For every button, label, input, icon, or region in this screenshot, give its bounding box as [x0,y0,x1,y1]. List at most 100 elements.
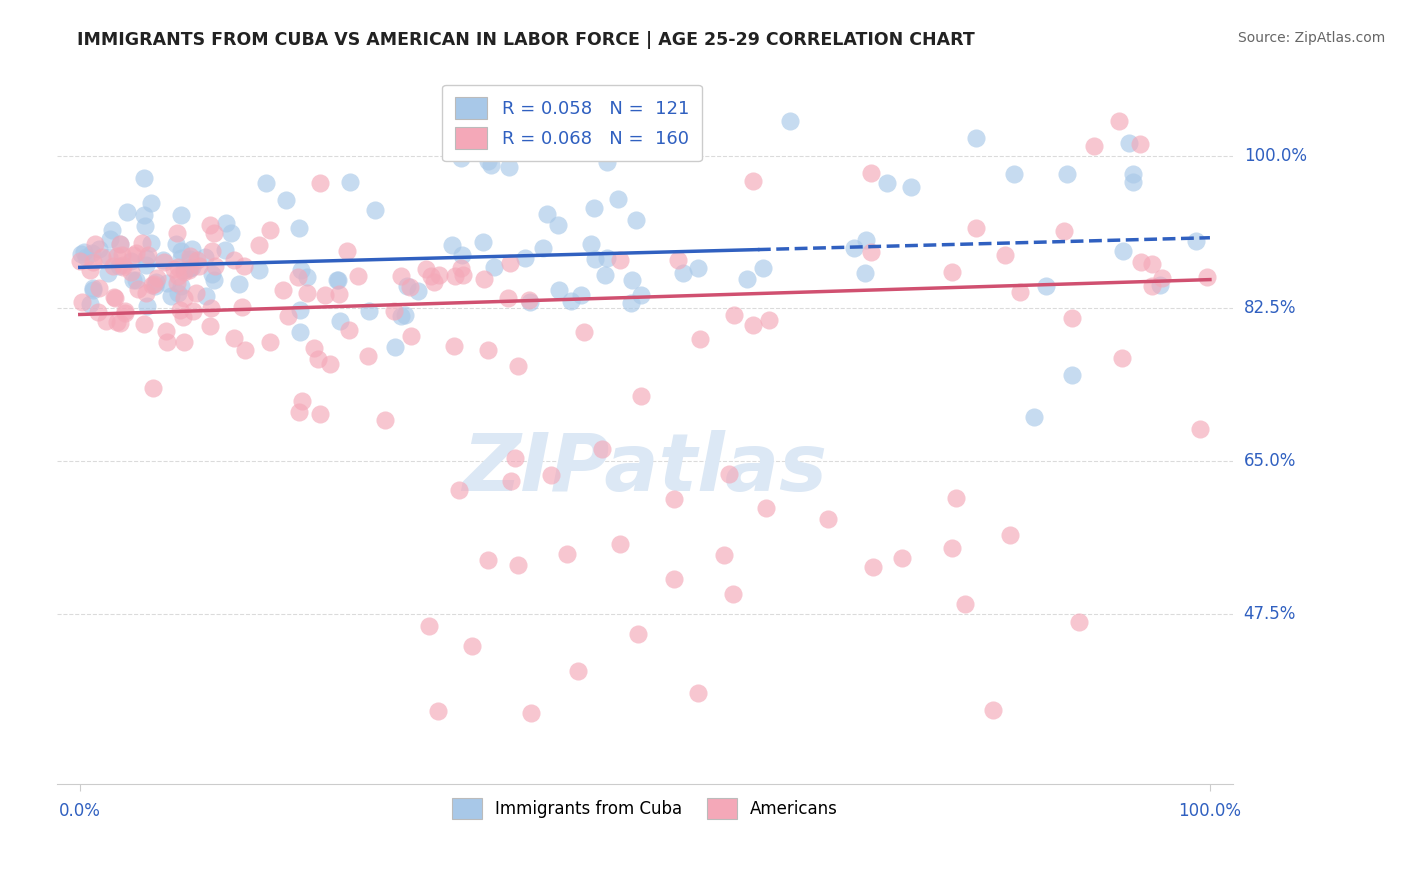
Point [114,306,136,320]
Point [201,268,224,282]
Point [160,289,183,303]
Point [560,294,582,309]
Point [98,231,121,245]
Point [100,223,122,237]
Point [1130,254,1153,268]
Point [122,273,145,287]
Point [1062,311,1084,326]
Point [519,295,541,310]
Point [247,238,270,252]
Point [287,269,309,284]
Point [427,268,450,282]
Point [166,227,188,241]
Point [259,223,281,237]
Point [451,268,474,283]
Point [314,288,336,302]
Point [1149,278,1171,293]
Point [108,316,131,330]
Point [384,303,406,318]
Point [1053,224,1076,238]
Point [179,261,201,276]
Point [215,216,238,230]
Point [335,244,357,258]
Point [222,253,245,268]
Point [186,252,208,267]
Point [141,278,163,293]
Text: 47.5%: 47.5% [1244,605,1296,623]
Point [1002,168,1025,182]
Point [357,349,380,363]
Point [139,235,162,250]
Point [688,261,710,276]
Point [374,413,396,427]
Point [141,196,163,211]
Point [169,303,191,318]
Point [83,237,105,252]
Point [1035,278,1057,293]
Point [204,259,226,273]
Point [184,285,207,300]
Point [179,252,201,266]
Point [471,235,494,249]
Point [607,193,630,207]
Point [97,251,120,265]
Point [274,193,297,207]
Point [498,161,520,175]
Point [945,491,967,505]
Point [181,303,204,318]
Point [82,245,104,260]
Point [134,317,156,331]
Point [427,704,450,718]
Point [1083,138,1105,153]
Point [307,351,329,366]
Point [668,252,690,267]
Point [112,258,135,272]
Point [122,248,145,262]
Text: 100.0%: 100.0% [1244,147,1306,165]
Point [143,278,166,293]
Point [170,251,193,265]
Point [842,241,865,255]
Point [201,244,224,258]
Point [173,291,195,305]
Text: IMMIGRANTS FROM CUBA VS AMERICAN IN LABOR FORCE | AGE 25-29 CORRELATION CHART: IMMIGRANTS FROM CUBA VS AMERICAN IN LABO… [77,31,976,49]
Point [499,474,522,488]
Point [135,299,157,313]
Point [259,334,281,349]
Point [817,512,839,526]
Point [134,208,156,222]
Point [450,260,472,275]
Point [855,233,877,247]
Point [297,286,319,301]
Point [620,296,643,310]
Point [461,640,484,654]
Legend: Immigrants from Cuba, Americans: Immigrants from Cuba, Americans [444,792,845,825]
Point [548,283,571,297]
Point [499,256,522,270]
Point [120,254,142,268]
Point [860,166,883,180]
Point [87,281,110,295]
Point [998,527,1021,541]
Point [152,253,174,268]
Point [662,491,685,506]
Point [309,407,332,421]
Point [69,254,91,268]
Point [965,131,987,145]
Text: Source: ZipAtlas.com: Source: ZipAtlas.com [1237,31,1385,45]
Point [758,313,780,327]
Point [108,259,131,273]
Point [472,272,495,286]
Point [735,272,758,286]
Point [131,235,153,250]
Point [572,325,595,339]
Point [179,261,201,276]
Point [156,334,179,349]
Point [624,212,647,227]
Point [630,389,652,403]
Point [82,254,104,268]
Point [214,243,236,257]
Point [326,273,349,287]
Point [87,305,110,319]
Point [479,158,502,172]
